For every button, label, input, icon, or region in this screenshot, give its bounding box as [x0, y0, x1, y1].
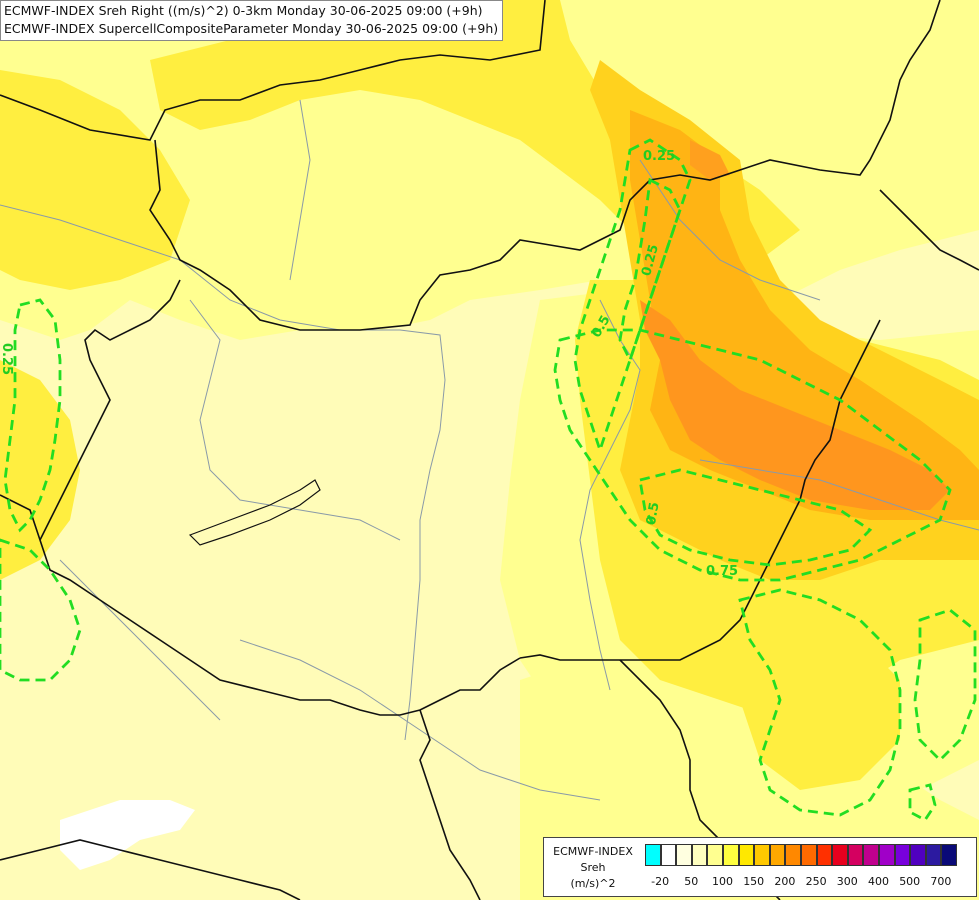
- river-southwest: [59, 559, 221, 721]
- legend-tick: 500: [899, 875, 921, 888]
- legend-swatch: [894, 844, 911, 866]
- legend-swatch: [832, 844, 848, 866]
- legend-swatch: [925, 844, 942, 866]
- legend-swatch: [707, 844, 723, 866]
- legend-swatch: [769, 844, 786, 866]
- legend-tick: 300: [836, 875, 858, 888]
- legend-tick: 200: [774, 875, 796, 888]
- legend-swatch: [910, 844, 926, 866]
- river-south: [239, 639, 601, 801]
- contour-label: 0.75: [706, 564, 738, 579]
- river-east: [699, 459, 979, 531]
- contour-west-lower: [0, 538, 82, 682]
- field-yellow-northwest: [0, 70, 190, 290]
- legend-tick: 100: [712, 875, 733, 888]
- field-pale-center: [95, 340, 480, 740]
- legend-swatch: [941, 844, 957, 866]
- river-northeast: [639, 159, 821, 301]
- contour-far-east: [913, 608, 977, 762]
- legend-swatches: [645, 844, 957, 866]
- legend-swatch: [754, 844, 770, 866]
- legend-tick: 250: [805, 875, 827, 888]
- contour-label: 0.25: [643, 149, 675, 164]
- field-dark-orange-spot: [690, 140, 730, 180]
- field-white-spot: [60, 800, 195, 870]
- contour-west-0.25: [3, 298, 62, 533]
- legend-tick: 700: [930, 875, 952, 888]
- legend-swatch: [785, 844, 801, 866]
- legend-swatch: [676, 844, 692, 866]
- border-west-czech: [149, 0, 941, 331]
- legend-title-line: ECMWF-INDEX: [553, 845, 633, 858]
- field-yellow-west: [0, 360, 80, 580]
- contour-central-east: [553, 328, 952, 582]
- legend-swatch: [645, 844, 661, 866]
- title-line-2: ECMWF-INDEX SupercellCompositeParameter …: [4, 21, 499, 36]
- color-legend: ECMWF-INDEX Sreh (m/s)^2 -20 50 100 150 200 2…: [543, 837, 977, 897]
- border-south: [419, 709, 481, 900]
- field-yellow-southeast: [730, 600, 900, 790]
- legend-title: ECMWF-INDEX Sreh (m/s)^2: [544, 844, 642, 892]
- contour-southeast-small: [908, 783, 937, 822]
- border-east: [879, 189, 979, 271]
- river-danube: [0, 204, 446, 741]
- border-southwest: [0, 839, 301, 900]
- border-west-austria: [39, 279, 181, 541]
- legend-swatch: [660, 844, 677, 866]
- river-tisza: [579, 299, 641, 691]
- legend-title-line: (m/s)^2: [570, 877, 616, 890]
- rivers: [0, 99, 979, 801]
- legend-tick: -20: [651, 875, 670, 888]
- border-north: [0, 0, 546, 141]
- legend-tick: 50: [684, 875, 699, 888]
- title-line-1: ECMWF-INDEX Sreh Right ((m/s)^2) 0-3km M…: [4, 3, 483, 18]
- legend-swatch: [878, 844, 895, 866]
- contour-label: 0.25: [0, 343, 14, 375]
- legend-swatch: [847, 844, 864, 866]
- legend-swatch: [816, 844, 833, 866]
- legend-swatch: [738, 844, 755, 866]
- contour-south-east: [738, 588, 902, 817]
- legend-tick: 150: [743, 875, 765, 888]
- field-dark-orange-core: [640, 300, 950, 510]
- legend-swatch: [863, 844, 879, 866]
- legend-swatch: [722, 844, 739, 866]
- legend-ticks: -20 50 100 150 200 250 300 400 500 700: [645, 875, 970, 891]
- contour-label: 0.5: [644, 501, 663, 526]
- contour-north-0.5: [618, 177, 682, 364]
- border-hungary-south: [0, 494, 521, 716]
- legend-title-line: Sreh: [580, 861, 606, 874]
- legend-swatch: [800, 844, 817, 866]
- contour-north-0.25: [573, 138, 692, 455]
- lake-balaton: [188, 479, 321, 546]
- legend-swatch: [691, 844, 708, 866]
- map-title-box: ECMWF-INDEX Sreh Right ((m/s)^2) 0-3km M…: [0, 0, 504, 41]
- contour-inner-0.5: [638, 468, 873, 567]
- river-west: [189, 299, 401, 541]
- legend-tick: 400: [868, 875, 889, 888]
- scp-contours: [0, 138, 977, 822]
- river-north: [289, 99, 311, 281]
